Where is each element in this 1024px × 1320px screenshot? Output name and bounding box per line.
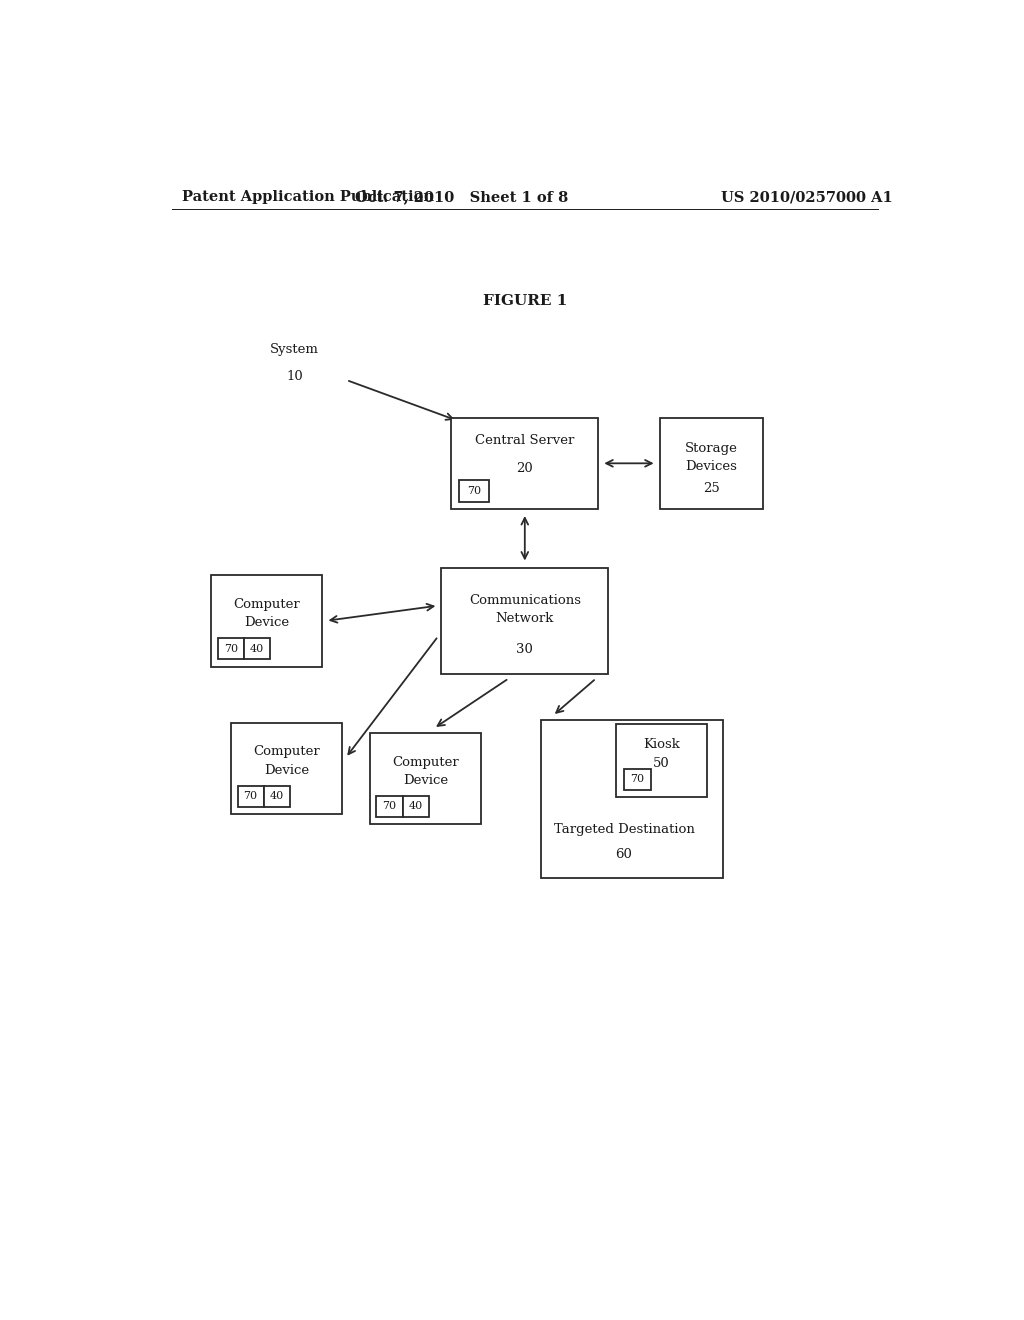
Text: Targeted Destination: Targeted Destination xyxy=(554,822,694,836)
Text: 40: 40 xyxy=(269,791,284,801)
Text: 30: 30 xyxy=(516,643,534,656)
Text: 40: 40 xyxy=(250,644,264,653)
Text: 70: 70 xyxy=(244,791,258,801)
Bar xyxy=(238,785,264,807)
Text: 25: 25 xyxy=(702,482,720,495)
Bar xyxy=(659,417,763,510)
Bar xyxy=(541,719,723,878)
Bar xyxy=(460,479,489,502)
Text: Patent Application Publication: Patent Application Publication xyxy=(182,190,434,205)
Bar xyxy=(231,722,342,814)
Text: Network: Network xyxy=(496,612,554,626)
Text: Device: Device xyxy=(245,616,290,630)
Text: FIGURE 1: FIGURE 1 xyxy=(482,293,567,308)
Text: Computer: Computer xyxy=(253,746,321,759)
Bar xyxy=(402,796,429,817)
Bar xyxy=(441,568,608,675)
Bar xyxy=(264,785,290,807)
Bar xyxy=(211,576,323,667)
Bar xyxy=(624,770,650,789)
Text: Kiosk: Kiosk xyxy=(643,738,680,751)
Text: Device: Device xyxy=(403,774,449,787)
Text: Device: Device xyxy=(264,764,309,776)
Text: 60: 60 xyxy=(615,849,633,861)
Text: 70: 70 xyxy=(467,486,481,496)
Text: Storage: Storage xyxy=(685,442,737,454)
Text: US 2010/0257000 A1: US 2010/0257000 A1 xyxy=(721,190,892,205)
Bar xyxy=(615,723,707,797)
Text: Computer: Computer xyxy=(392,755,459,768)
Text: 70: 70 xyxy=(223,644,238,653)
Bar xyxy=(244,638,270,660)
Text: Devices: Devices xyxy=(685,459,737,473)
Text: 70: 70 xyxy=(630,775,644,784)
Text: System: System xyxy=(270,343,319,355)
Text: Computer: Computer xyxy=(233,598,300,611)
Text: Oct. 7, 2010   Sheet 1 of 8: Oct. 7, 2010 Sheet 1 of 8 xyxy=(354,190,568,205)
Text: 10: 10 xyxy=(287,370,303,383)
Bar xyxy=(370,733,481,824)
Text: 40: 40 xyxy=(409,801,423,812)
Text: Central Server: Central Server xyxy=(475,434,574,447)
Text: 50: 50 xyxy=(653,756,670,770)
Bar xyxy=(218,638,244,660)
Text: 20: 20 xyxy=(516,462,534,475)
Text: 70: 70 xyxy=(382,801,396,812)
Text: Communications: Communications xyxy=(469,594,581,607)
Bar xyxy=(452,417,598,510)
Bar xyxy=(377,796,402,817)
